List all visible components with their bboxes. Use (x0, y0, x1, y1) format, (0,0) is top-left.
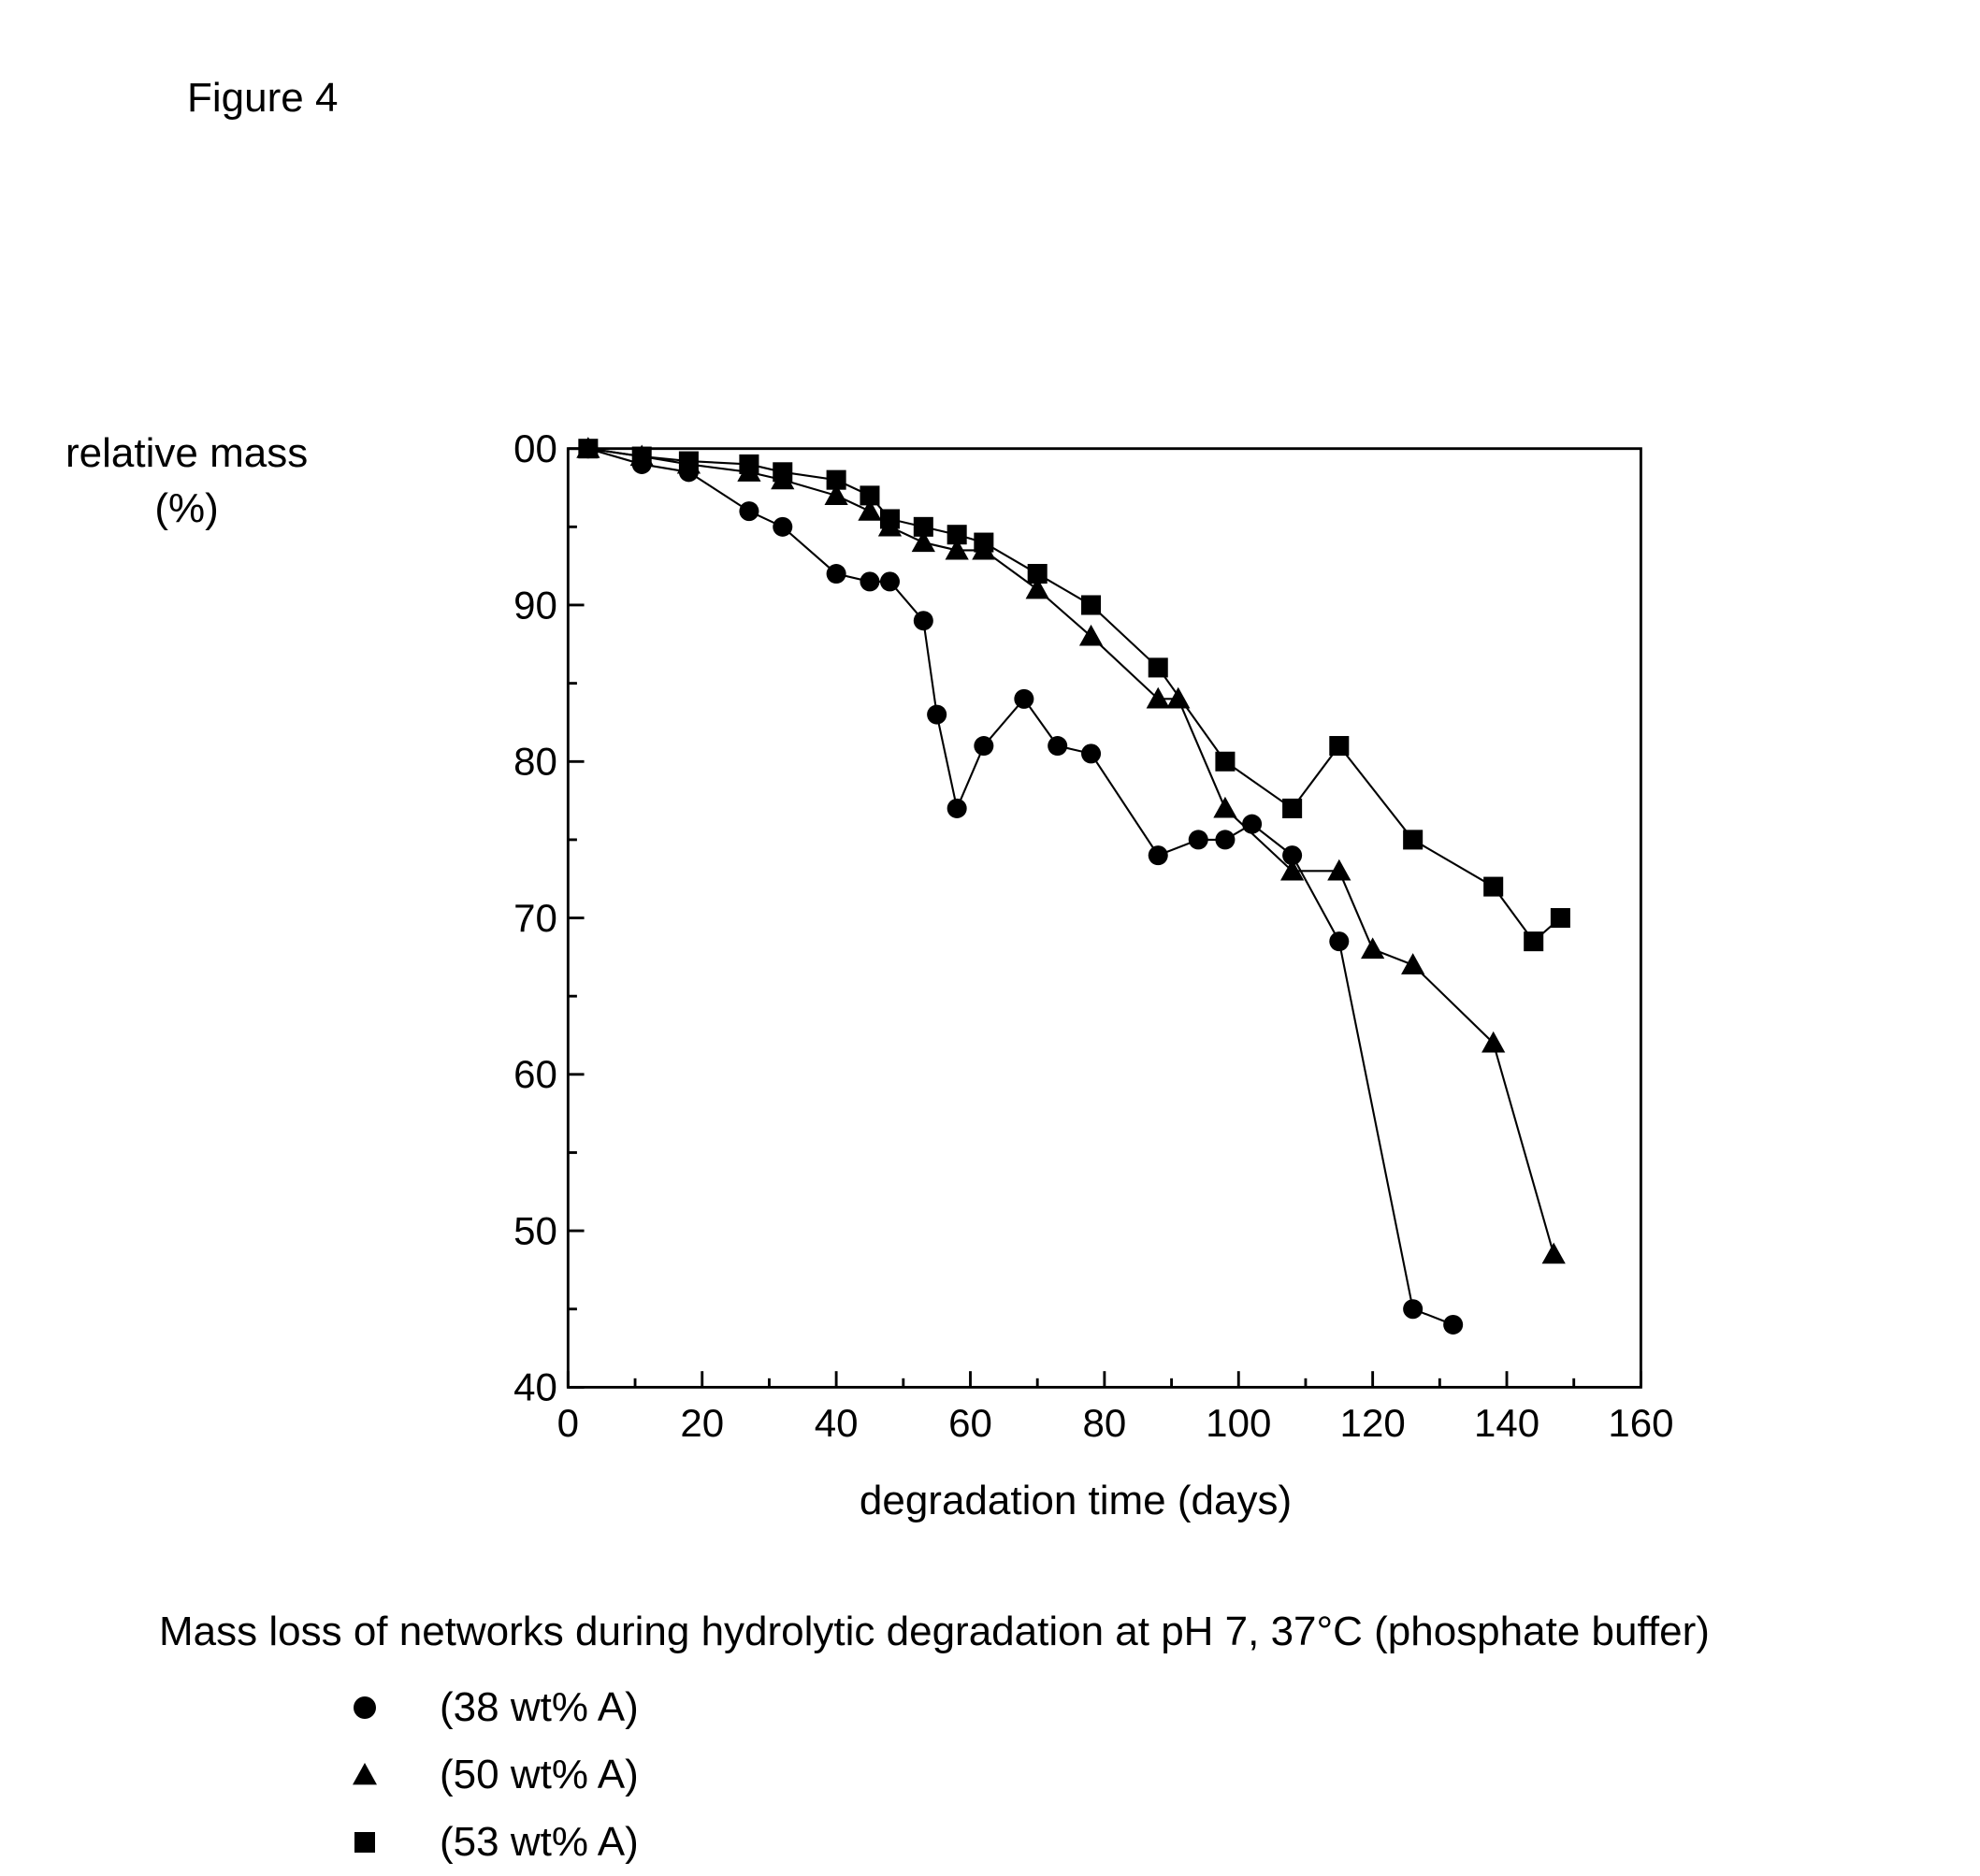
triangle-icon (299, 1761, 430, 1789)
legend-label: (50 wt% A) (430, 1752, 639, 1798)
legend-row-s2: (50 wt% A) (299, 1741, 639, 1809)
y-tick-label: 100 (514, 426, 557, 470)
y-tick-label: 60 (514, 1052, 557, 1096)
y-tick-label: 80 (514, 740, 557, 784)
x-tick-label: 60 (948, 1401, 992, 1445)
x-tick-label: 120 (1340, 1401, 1406, 1445)
legend-row-s1: (38 wt% A) (299, 1674, 639, 1741)
y-tick-label: 40 (514, 1365, 557, 1409)
y-tick-label: 50 (514, 1208, 557, 1252)
x-tick-label: 80 (1082, 1401, 1126, 1445)
chart: 0 20 40 60 80 100 120 140 160 40 50 60 70 80 90 100 (514, 416, 1730, 1482)
x-tick-label: 0 (557, 1401, 579, 1445)
chart-svg: 0 20 40 60 80 100 120 140 160 40 50 60 70 80 90 100 (514, 416, 1730, 1482)
x-axis-label: degradation time (days) (514, 1478, 1637, 1524)
caption: Mass loss of networks during hydrolytic … (159, 1609, 1710, 1655)
y-axis-label-line1: relative mass (65, 426, 308, 481)
legend-row-s3: (53 wt% A) (299, 1809, 639, 1876)
page: Figure 4 relative mass (%) 0 20 40 60 80 100 1… (0, 0, 1980, 1865)
y-tick-label: 90 (514, 583, 557, 627)
y-axis-label: relative mass (%) (65, 426, 308, 537)
legend-label: (53 wt% A) (430, 1819, 639, 1866)
circle-icon (299, 1696, 430, 1719)
x-tick-label: 160 (1608, 1401, 1673, 1445)
figure-title: Figure 4 (187, 75, 338, 122)
y-axis-label-line2: (%) (65, 481, 308, 536)
legend-label: (38 wt% A) (430, 1684, 639, 1731)
x-tick-label: 140 (1474, 1401, 1539, 1445)
x-tick-label: 20 (680, 1401, 724, 1445)
x-tick-label: 100 (1206, 1401, 1271, 1445)
x-tick-label: 40 (815, 1401, 859, 1445)
y-tick-label: 70 (514, 896, 557, 940)
legend: (38 wt% A) (50 wt% A) (53 wt% A) (299, 1674, 639, 1876)
square-icon (299, 1832, 430, 1853)
